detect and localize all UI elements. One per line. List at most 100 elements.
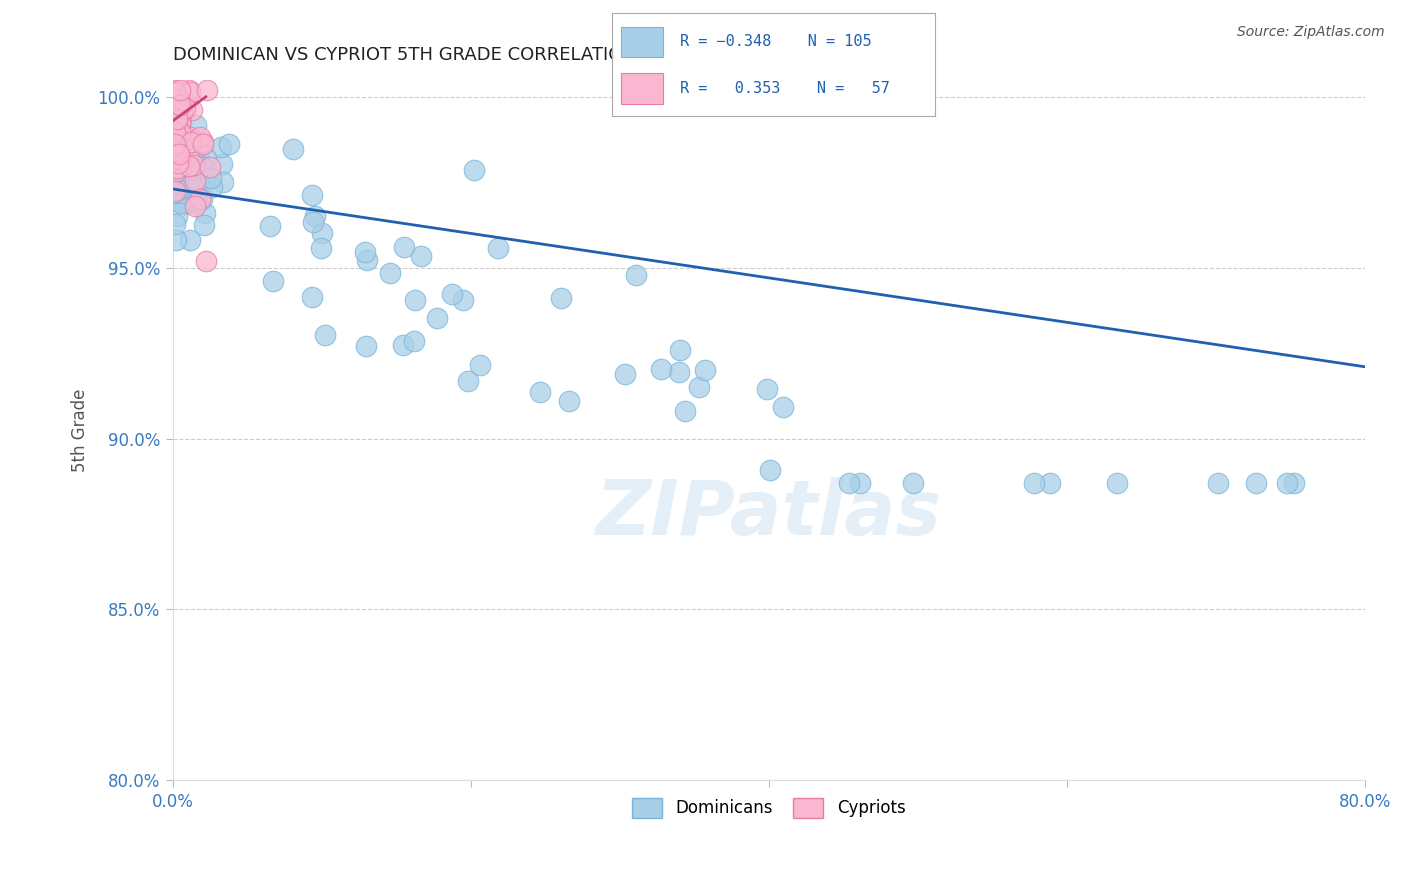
Point bbox=[166, 112, 188, 127]
Point bbox=[392, 240, 415, 254]
Point bbox=[848, 475, 870, 490]
Point bbox=[177, 159, 200, 173]
Point bbox=[262, 274, 284, 288]
Point bbox=[212, 175, 235, 189]
Point bbox=[440, 287, 463, 301]
Point bbox=[165, 233, 187, 247]
Point bbox=[356, 252, 378, 267]
Point bbox=[163, 137, 186, 152]
Point bbox=[194, 253, 217, 268]
Y-axis label: 5th Grade: 5th Grade bbox=[72, 388, 89, 472]
Point bbox=[169, 115, 191, 129]
Text: R =   0.353    N =   57: R = 0.353 N = 57 bbox=[679, 81, 890, 96]
Point bbox=[314, 328, 336, 343]
Point bbox=[184, 199, 207, 213]
Point bbox=[166, 161, 188, 176]
Point bbox=[301, 290, 323, 304]
Legend: Dominicans, Cypriots: Dominicans, Cypriots bbox=[626, 791, 912, 824]
Point bbox=[166, 122, 188, 136]
Point bbox=[183, 158, 205, 172]
Point bbox=[624, 268, 647, 282]
Point bbox=[165, 118, 187, 132]
Point bbox=[169, 152, 191, 166]
Point bbox=[180, 103, 202, 118]
Point bbox=[190, 156, 212, 170]
Point bbox=[163, 134, 186, 148]
Point bbox=[167, 115, 190, 129]
Point bbox=[304, 209, 326, 223]
Point bbox=[170, 168, 193, 182]
Point bbox=[170, 186, 193, 201]
Point bbox=[188, 140, 211, 154]
Point bbox=[901, 475, 924, 490]
Point bbox=[468, 358, 491, 372]
Point bbox=[411, 249, 433, 263]
Point bbox=[181, 182, 204, 196]
Point bbox=[354, 339, 377, 353]
Point bbox=[191, 137, 214, 152]
Point bbox=[1284, 475, 1306, 490]
Point bbox=[173, 156, 195, 170]
Point bbox=[172, 165, 194, 179]
Point bbox=[404, 334, 426, 348]
Point bbox=[173, 95, 195, 109]
Point bbox=[281, 142, 304, 156]
Point bbox=[163, 134, 186, 148]
Point bbox=[309, 241, 332, 255]
Point bbox=[529, 384, 551, 399]
Point bbox=[169, 83, 191, 97]
Point bbox=[172, 185, 194, 199]
Bar bbox=[621, 73, 664, 103]
Point bbox=[163, 162, 186, 177]
Point bbox=[166, 145, 188, 159]
Point bbox=[190, 160, 212, 174]
Point bbox=[838, 475, 860, 490]
Point bbox=[166, 112, 188, 126]
Point bbox=[558, 393, 581, 408]
Point bbox=[166, 209, 188, 223]
Point bbox=[200, 170, 222, 185]
Point bbox=[191, 178, 214, 193]
Point bbox=[169, 103, 191, 118]
Point bbox=[311, 226, 333, 240]
Point bbox=[169, 125, 191, 139]
Text: Source: ZipAtlas.com: Source: ZipAtlas.com bbox=[1237, 25, 1385, 39]
Point bbox=[163, 126, 186, 140]
Point bbox=[166, 156, 188, 170]
Point bbox=[173, 197, 195, 211]
Point bbox=[176, 147, 198, 161]
Point bbox=[167, 98, 190, 112]
Point bbox=[209, 140, 232, 154]
Point bbox=[179, 85, 201, 99]
Point bbox=[167, 153, 190, 168]
Point bbox=[179, 178, 201, 193]
Point bbox=[170, 116, 193, 130]
Point bbox=[184, 154, 207, 169]
Point bbox=[180, 177, 202, 191]
Point bbox=[177, 135, 200, 149]
Point bbox=[353, 244, 375, 259]
Point bbox=[174, 160, 197, 174]
Point bbox=[188, 129, 211, 144]
Point bbox=[1206, 475, 1229, 490]
Point bbox=[163, 112, 186, 127]
Point bbox=[165, 156, 187, 170]
Point bbox=[184, 169, 207, 184]
Point bbox=[163, 217, 186, 231]
Point bbox=[191, 192, 214, 206]
Point bbox=[166, 144, 188, 158]
Point bbox=[1107, 475, 1129, 490]
Point bbox=[200, 180, 222, 194]
Point bbox=[451, 293, 474, 307]
Point bbox=[174, 165, 197, 179]
Point bbox=[688, 380, 710, 394]
Point bbox=[165, 139, 187, 153]
Point bbox=[187, 174, 209, 188]
Point bbox=[163, 186, 186, 200]
Point bbox=[186, 190, 208, 204]
Point bbox=[169, 98, 191, 112]
Point bbox=[650, 362, 672, 376]
Point bbox=[169, 94, 191, 108]
Point bbox=[165, 86, 187, 100]
Point bbox=[181, 135, 204, 149]
